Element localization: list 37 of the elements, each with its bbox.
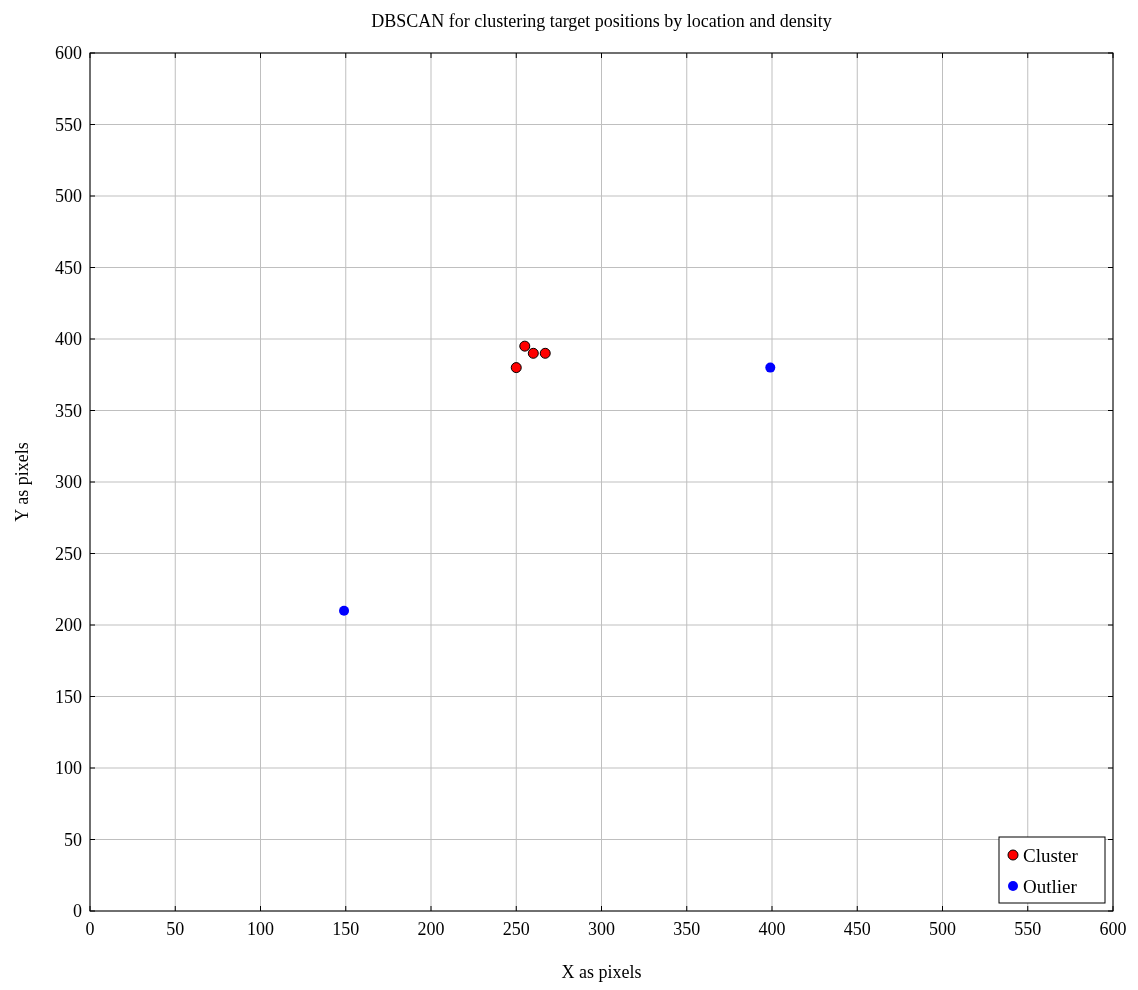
y-tick-label: 100 bbox=[55, 758, 82, 779]
legend-label: Outlier bbox=[1023, 875, 1078, 897]
y-tick-label: 0 bbox=[73, 901, 82, 922]
x-tick-label: 150 bbox=[332, 919, 360, 939]
chart-title: DBSCAN for clustering target positions by location and density bbox=[371, 11, 832, 31]
x-tick-label: 50 bbox=[166, 919, 185, 939]
x-tick-label: 550 bbox=[1014, 919, 1042, 939]
x-axis-title: X as pixels bbox=[561, 962, 642, 982]
point bbox=[765, 362, 776, 373]
y-tick-label: 150 bbox=[55, 686, 82, 707]
point bbox=[519, 340, 531, 352]
y-tick-label: 300 bbox=[55, 472, 82, 493]
point bbox=[510, 362, 522, 374]
point bbox=[339, 605, 350, 616]
x-tick-label: 100 bbox=[247, 919, 274, 939]
y-axis-title: Y as pixels bbox=[12, 442, 32, 522]
y-tick-label: 50 bbox=[64, 829, 82, 850]
y-tick-label: 450 bbox=[55, 257, 82, 278]
y-tick-label: 350 bbox=[55, 400, 82, 421]
y-tick-label: 600 bbox=[55, 43, 82, 64]
y-tick-label: 550 bbox=[55, 114, 82, 135]
legend-label: Cluster bbox=[1023, 844, 1079, 866]
x-tick-label: 500 bbox=[929, 919, 956, 939]
x-tick-label: 300 bbox=[588, 919, 615, 939]
x-tick-label: 200 bbox=[417, 919, 445, 939]
y-tick-label: 200 bbox=[55, 615, 82, 636]
x-tick-label: 250 bbox=[502, 919, 530, 939]
x-tick-label: 600 bbox=[1099, 919, 1127, 939]
y-tick-label: 500 bbox=[55, 186, 82, 207]
x-tick-label: 450 bbox=[843, 919, 871, 939]
y-tick-label: 400 bbox=[55, 329, 82, 350]
y-tick-label: 250 bbox=[55, 543, 82, 564]
x-tick-label: 0 bbox=[85, 919, 95, 939]
x-tick-label: 350 bbox=[673, 919, 701, 939]
point bbox=[527, 347, 539, 359]
point bbox=[539, 347, 551, 359]
x-tick-label: 400 bbox=[758, 919, 786, 939]
